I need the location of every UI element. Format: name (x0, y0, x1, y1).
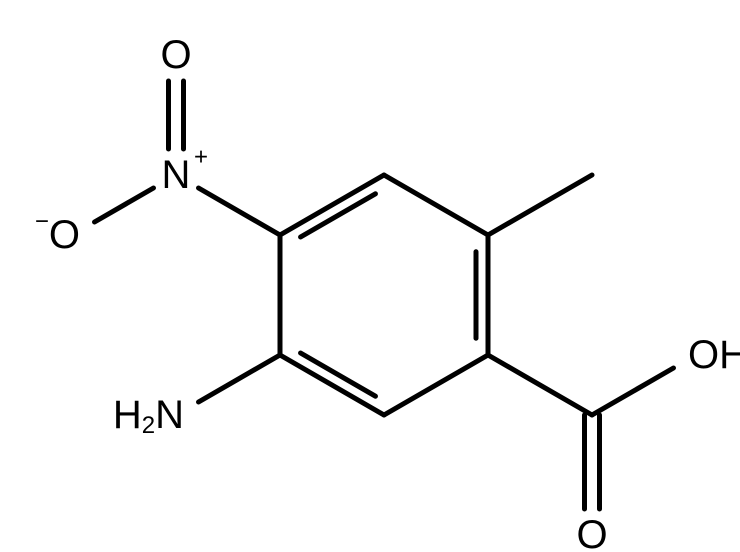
svg-text:H2N: H2N (113, 393, 184, 439)
svg-text:OH: OH (688, 333, 740, 377)
molecule-diagram: OH O H2N N+ O −O (0, 0, 740, 552)
svg-text:O: O (576, 513, 607, 552)
svg-text:−O: −O (35, 208, 80, 258)
svg-text:+: + (194, 144, 208, 171)
svg-text:N: N (162, 153, 191, 197)
svg-text:O: O (160, 33, 191, 77)
